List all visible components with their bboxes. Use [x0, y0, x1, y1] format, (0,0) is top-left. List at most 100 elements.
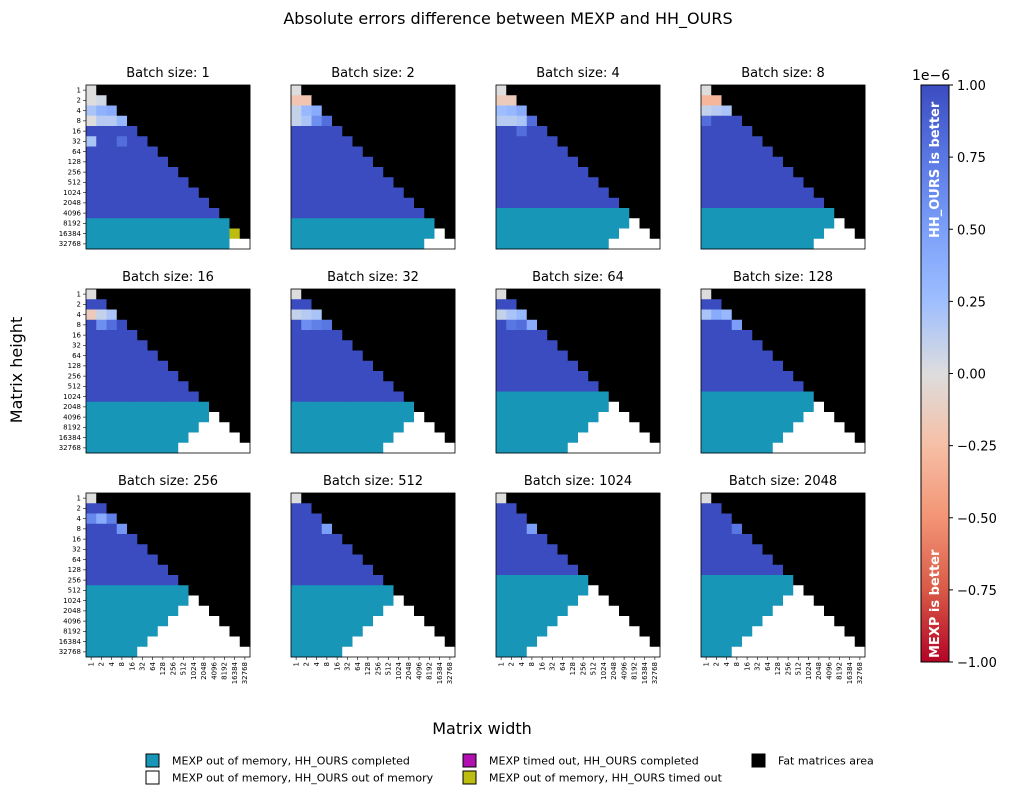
heatmap-cell [373, 218, 384, 229]
heatmap-cell [619, 350, 630, 362]
heatmap-cell [834, 381, 845, 392]
heatmap-cell [127, 156, 138, 168]
heatmap-cell [157, 330, 169, 341]
heatmap-cell [496, 95, 507, 106]
heatmap-cell [342, 156, 353, 168]
heatmap-cell [629, 319, 640, 331]
heatmap-cell [762, 309, 774, 321]
heatmap-cell [619, 208, 630, 219]
heatmap-cell [157, 646, 169, 658]
heatmap-cell [537, 177, 548, 188]
heatmap-cell [96, 503, 107, 514]
heatmap-cell [629, 289, 640, 300]
heatmap-cell [649, 513, 661, 525]
heatmap-cell [854, 146, 866, 158]
heatmap-cell [496, 218, 507, 229]
heatmap-cell [147, 401, 159, 413]
heatmap-cell [824, 391, 835, 403]
heatmap-cell [311, 513, 323, 525]
heatmap-cell [854, 187, 866, 199]
heatmap-cell [434, 595, 446, 607]
heatmap-cell [373, 299, 384, 310]
heatmap-cell [762, 564, 774, 576]
heatmap-cell [198, 412, 210, 423]
heatmap-cell [752, 105, 763, 117]
heatmap-cell [188, 534, 200, 545]
heatmap-cell [803, 309, 815, 321]
panel-frame [290, 288, 456, 454]
heatmap-cell [701, 126, 712, 137]
heatmap-cell [588, 218, 599, 229]
heatmap-cell [444, 605, 456, 617]
heatmap-cell [557, 350, 569, 362]
y-tick-label: 256 [68, 576, 82, 584]
heatmap-cell [701, 412, 712, 423]
heatmap-cell [86, 605, 97, 617]
heatmap-cell [772, 595, 784, 607]
heatmap-cell [537, 595, 548, 607]
heatmap-cell [557, 360, 569, 372]
x-tick-label: 1024 [395, 661, 403, 679]
heatmap-cell [496, 575, 507, 586]
heatmap-cell [444, 534, 456, 545]
heatmap-cell [619, 289, 630, 300]
heatmap-cell [86, 523, 97, 535]
heatmap-cell [86, 319, 97, 331]
heatmap-cell [86, 646, 97, 658]
heatmap-cell [301, 309, 312, 321]
heatmap-cell [403, 534, 415, 545]
heatmap-cell [537, 95, 548, 106]
heatmap-cell [352, 218, 364, 229]
heatmap-cell [649, 177, 661, 188]
heatmap-cell [239, 523, 251, 535]
heatmap-cell [229, 646, 241, 658]
heatmap-cell [629, 575, 640, 586]
heatmap-cell [116, 554, 128, 566]
heatmap-cell [824, 319, 835, 331]
heatmap-cell [198, 534, 210, 545]
heatmap-cell [803, 360, 815, 372]
heatmap-cell [526, 146, 538, 158]
heatmap-cell [854, 503, 866, 514]
heatmap-cell [598, 412, 610, 423]
heatmap-cell [496, 105, 507, 117]
heatmap-cell [752, 115, 763, 127]
heatmap-cell [147, 187, 159, 199]
heatmap-cell [393, 422, 405, 433]
heatmap-cell [557, 371, 569, 382]
heatmap-cell [414, 554, 425, 566]
heatmap-cell [557, 544, 569, 555]
heatmap-cell [557, 136, 569, 147]
heatmap-cell [547, 350, 558, 362]
heatmap-cell [557, 412, 569, 423]
heatmap-cell [721, 330, 733, 341]
heatmap-cell [188, 115, 200, 127]
heatmap-cell [198, 585, 210, 596]
heatmap-cell [813, 238, 825, 250]
heatmap-cell [96, 238, 107, 250]
heatmap-cell [537, 126, 548, 137]
heatmap-cell [701, 330, 712, 341]
heatmap-cell [362, 238, 374, 250]
heatmap-cell [127, 401, 138, 413]
heatmap-cell [178, 340, 189, 351]
heatmap-cell [701, 238, 712, 250]
x-tick-label: 2 [508, 662, 516, 666]
heatmap-cell [301, 360, 312, 372]
heatmap-cell [649, 197, 661, 209]
heatmap-cell [731, 544, 743, 555]
heatmap-cell [711, 299, 722, 310]
heatmap-cell [383, 371, 394, 382]
heatmap-cell [86, 371, 97, 382]
heatmap-cell [578, 554, 589, 566]
heatmap-cell [86, 493, 97, 504]
heatmap-cell [608, 136, 620, 147]
heatmap-cell [444, 554, 456, 566]
heatmap-cell [373, 381, 384, 392]
heatmap-cell [168, 95, 179, 106]
heatmap-cell [752, 167, 763, 178]
heatmap-cell [373, 401, 384, 413]
heatmap-cell [352, 636, 364, 648]
heatmap-cell [639, 319, 651, 331]
heatmap-cell [444, 585, 456, 596]
